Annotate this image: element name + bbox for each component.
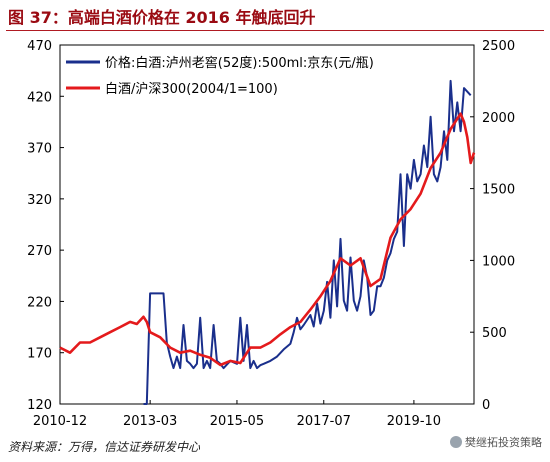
y-right-tick-label: 500: [482, 326, 507, 341]
x-tick-label: 2013-03: [123, 414, 177, 429]
series-line-ratio: [59, 112, 476, 367]
y-left-tick-label: 170: [27, 347, 52, 362]
y-right-tick-label: 1500: [482, 183, 515, 198]
figure-title: 图 37：高端白酒价格在 2016 年触底回升: [8, 8, 316, 27]
series-line-price: [143, 79, 472, 405]
y-right-tick-label: 2000: [482, 111, 515, 126]
y-left-tick-label: 320: [27, 193, 52, 208]
y-left-tick-label: 370: [27, 142, 52, 157]
line-chart: 120 170 220 270 320 370 420 470 0 500 1000 1500 2000…: [27, 39, 515, 429]
x-tick-label: 2015-05: [210, 414, 264, 429]
source-note: 资料来源：万得，信达证券研发中心: [8, 440, 201, 454]
y-left-tick-label: 420: [27, 90, 52, 105]
legend-label: 白酒/沪深300(2004/1=100): [105, 81, 278, 97]
y-right-tick-label: 2500: [482, 39, 515, 54]
legend-label: 价格:白酒:泸州老窖(52度):500ml:京东(元/瓶): [105, 55, 374, 71]
watermark: 樊继拓投资策略: [450, 434, 542, 450]
wechat-icon: [450, 436, 462, 448]
y-left-tick-label: 220: [27, 295, 52, 310]
x-tick-label: 2017-07: [297, 414, 351, 429]
x-tick-label: 2010-12: [33, 414, 87, 429]
y-left-tick-label: 470: [27, 39, 52, 54]
title-rule: [6, 30, 544, 31]
watermark-text: 樊继拓投资策略: [465, 436, 542, 449]
y-left-tick-label: 120: [27, 398, 52, 413]
plot-frame: [59, 44, 475, 405]
y-right-tick-label: 1000: [482, 254, 515, 269]
y-right-tick-label: 0: [482, 398, 490, 413]
y-left-tick-label: 270: [27, 244, 52, 259]
x-tick-label: 2019-10: [387, 414, 441, 429]
